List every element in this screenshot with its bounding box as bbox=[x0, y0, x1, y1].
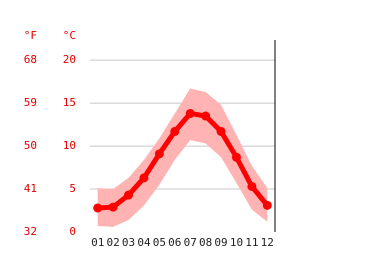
data-point bbox=[139, 173, 149, 183]
data-point bbox=[93, 203, 103, 213]
data-point bbox=[154, 149, 164, 159]
y-axis-label: °C bbox=[63, 29, 76, 42]
data-point bbox=[185, 108, 195, 118]
y2-tick-label: 32 bbox=[24, 225, 37, 238]
y2-tick-label: 59 bbox=[24, 96, 37, 109]
y-tick-label: 0 bbox=[69, 225, 76, 238]
temperature-range-band bbox=[97, 88, 268, 227]
data-point bbox=[201, 111, 211, 121]
data-point bbox=[231, 152, 241, 162]
x-tick-label: 08 bbox=[199, 236, 212, 249]
x-tick-label: 04 bbox=[137, 236, 151, 249]
data-point bbox=[262, 200, 272, 210]
x-tick-label: 01 bbox=[91, 236, 104, 249]
y-tick-label: 15 bbox=[63, 96, 76, 109]
y-tick-label: 10 bbox=[63, 139, 76, 152]
x-tick-label: 09 bbox=[214, 236, 227, 249]
x-tick-label: 10 bbox=[230, 236, 243, 249]
y2-tick-label: 50 bbox=[24, 139, 37, 152]
x-tick-label: 11 bbox=[245, 236, 258, 249]
x-tick-label: 12 bbox=[261, 236, 274, 249]
data-point bbox=[124, 190, 134, 200]
data-point bbox=[170, 126, 180, 136]
y2-axis-label: °F bbox=[24, 29, 37, 42]
x-tick-label: 06 bbox=[168, 236, 181, 249]
y2-tick-label: 41 bbox=[24, 182, 37, 195]
x-tick-label: 02 bbox=[107, 236, 120, 249]
x-tick-label: 03 bbox=[122, 236, 135, 249]
data-point bbox=[216, 126, 226, 136]
x-tick-label: 05 bbox=[153, 236, 166, 249]
y-tick-label: 5 bbox=[69, 182, 76, 195]
data-point bbox=[108, 202, 118, 212]
y-tick-label: 20 bbox=[63, 53, 76, 66]
x-tick-label: 07 bbox=[184, 236, 197, 249]
data-point bbox=[247, 181, 257, 191]
y2-tick-label: 68 bbox=[24, 53, 37, 66]
